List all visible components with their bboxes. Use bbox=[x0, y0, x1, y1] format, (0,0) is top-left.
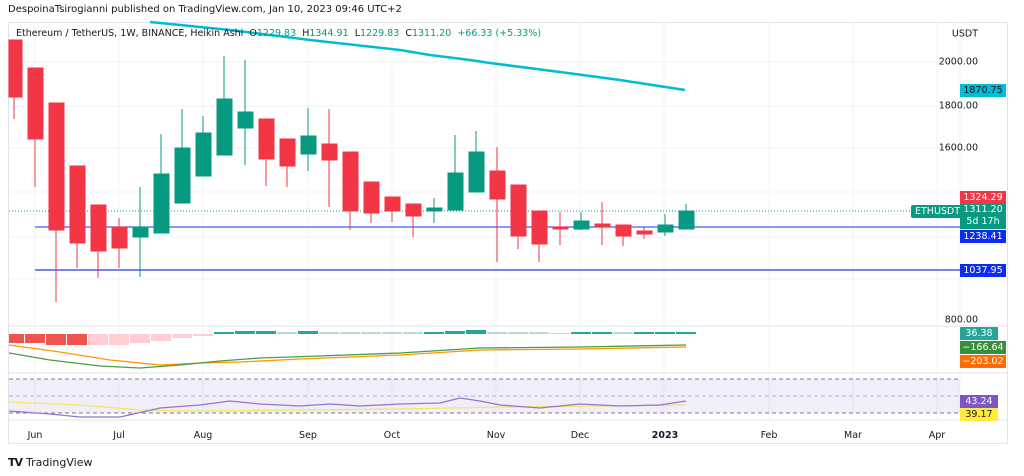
month-oct: Oct bbox=[383, 430, 401, 441]
footer-branding[interactable]: TV TradingView bbox=[8, 456, 93, 469]
symbol-badge: ETHUSDT bbox=[911, 205, 965, 218]
year-2023: 2023 bbox=[651, 430, 679, 441]
tradingview-logo-icon: TV bbox=[8, 456, 23, 469]
tick-800: 800.00 bbox=[944, 314, 978, 326]
low-label: L bbox=[354, 28, 360, 39]
rsi-ma-line bbox=[8, 401, 687, 412]
open-label: O bbox=[249, 28, 257, 39]
month-aug: Aug bbox=[193, 430, 213, 441]
signal-tag: −203.02 bbox=[960, 355, 1006, 368]
change-value: +66.33 (+5.33%) bbox=[457, 28, 542, 39]
support-1-price-tag: 1238.41 bbox=[960, 230, 1006, 243]
rsi-line bbox=[8, 397, 687, 418]
symbol-description: Ethereum / TetherUS, 1W, BINANCE, Heikin… bbox=[16, 28, 244, 39]
high-label: H bbox=[302, 28, 310, 39]
macd-tag: −166.64 bbox=[960, 341, 1006, 354]
rsi-tag: 43.24 bbox=[960, 395, 998, 408]
month-feb: Feb bbox=[760, 430, 778, 441]
chart-frame bbox=[8, 22, 1008, 444]
tick-1600: 1600.00 bbox=[938, 142, 978, 154]
close-value: 1311.20 bbox=[411, 28, 452, 39]
brand-name: TradingView bbox=[26, 456, 93, 469]
month-mar: Mar bbox=[844, 430, 862, 441]
publisher-line: DespoinaTsirogianni published on Trading… bbox=[8, 4, 402, 15]
macd-line bbox=[8, 344, 687, 369]
low-value: 1229.83 bbox=[359, 28, 400, 39]
month-jul: Jul bbox=[113, 430, 125, 441]
month-jun: Jun bbox=[27, 430, 43, 441]
grid bbox=[9, 22, 961, 420]
month-dec: Dec bbox=[570, 430, 590, 441]
support-2-price-tag: 1037.95 bbox=[960, 264, 1006, 277]
month-apr: Apr bbox=[928, 430, 946, 441]
moving-average-line[interactable] bbox=[149, 20, 686, 92]
candles[interactable] bbox=[8, 39, 695, 302]
rsi-ma-tag: 39.17 bbox=[960, 408, 998, 421]
high-price-tag: 1324.29 bbox=[960, 191, 1006, 204]
tick-2000: 2000.00 bbox=[938, 56, 978, 68]
tick-1800: 1800.00 bbox=[938, 100, 978, 112]
macd-hist-tag: 36.38 bbox=[960, 327, 998, 340]
high-value: 1344.91 bbox=[309, 28, 349, 39]
chart-legend: Ethereum / TetherUS, 1W, BINANCE, Heikin… bbox=[16, 28, 541, 39]
macd-histogram bbox=[9, 330, 696, 345]
ma-price-tag: 1870.75 bbox=[960, 84, 1006, 97]
month-nov: Nov bbox=[486, 430, 506, 441]
open-value: 1229.83 bbox=[256, 28, 297, 39]
last-price-value: 1311.20 bbox=[963, 204, 1003, 215]
last-price-tag: 1311.20 5d 17h bbox=[960, 204, 1006, 229]
month-sep: Sep bbox=[299, 430, 317, 441]
bar-countdown: 5d 17h bbox=[966, 216, 1000, 227]
close-label: C bbox=[405, 28, 412, 39]
signal-line bbox=[8, 344, 687, 366]
axis-currency: USDT bbox=[951, 28, 978, 40]
